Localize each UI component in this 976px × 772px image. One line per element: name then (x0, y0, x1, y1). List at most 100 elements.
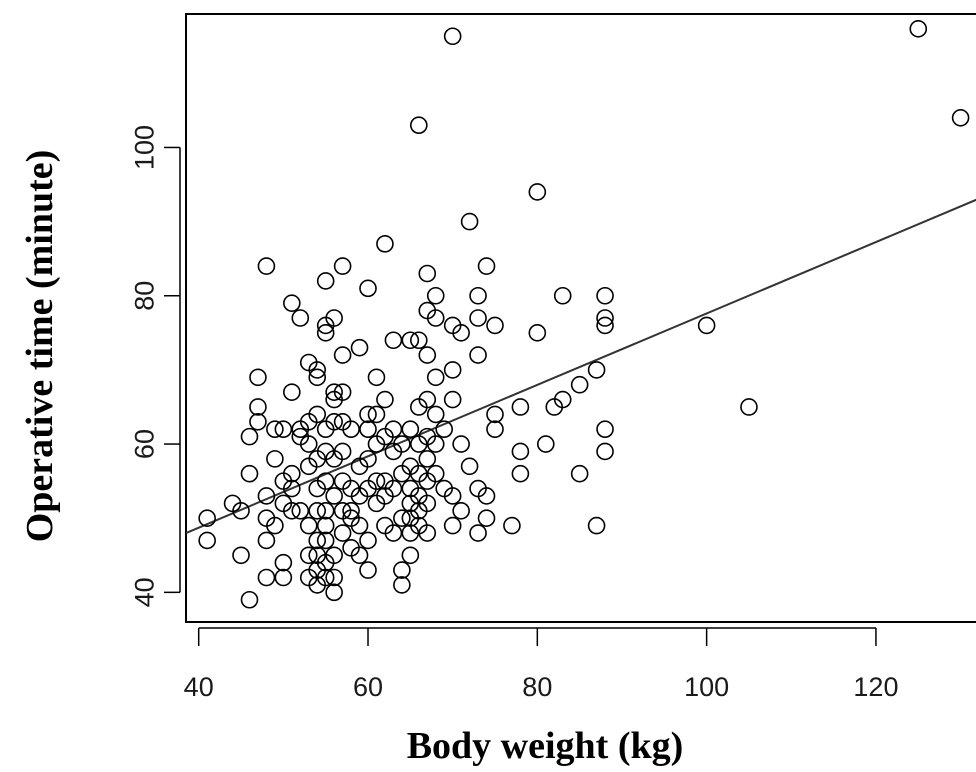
data-point (198, 531, 216, 550)
data-point (291, 309, 310, 327)
data-point (376, 235, 394, 253)
data-point (486, 316, 504, 335)
x-axis: 40 60 80 100 120 (184, 627, 898, 702)
data-point (299, 516, 318, 535)
data-point (283, 501, 301, 520)
data-point (257, 531, 276, 550)
data-point (452, 501, 470, 520)
data-point (553, 286, 572, 305)
data-point (376, 390, 394, 409)
data-point (426, 464, 445, 483)
data-point (393, 576, 411, 594)
data-point (359, 561, 377, 579)
data-point (596, 316, 614, 335)
data-point (274, 420, 293, 439)
y-tick-label: 100 (129, 125, 159, 170)
data-point (299, 546, 318, 565)
data-point (325, 568, 343, 587)
data-point (359, 405, 377, 424)
data-point (342, 501, 360, 520)
data-point (469, 286, 487, 305)
data-point (257, 257, 276, 275)
data-point (469, 309, 487, 327)
x-tick-label: 40 (184, 672, 214, 702)
data-point (249, 413, 267, 431)
data-point (452, 324, 470, 342)
data-point (426, 405, 445, 424)
data-point (426, 368, 445, 387)
data-point (528, 324, 547, 342)
data-point (266, 420, 284, 439)
data-point (452, 435, 470, 453)
data-point (240, 427, 259, 446)
data-point (316, 531, 335, 550)
data-point (333, 383, 352, 401)
data-point (426, 286, 445, 305)
data-point (325, 546, 343, 565)
data-point (553, 390, 572, 409)
data-point (316, 324, 335, 342)
data-point (325, 487, 343, 505)
data-point (257, 487, 276, 505)
data-point (909, 20, 928, 38)
data-point (587, 361, 606, 379)
data-point (384, 479, 403, 498)
trend-line (185, 198, 976, 534)
data-point (460, 212, 479, 231)
data-point (299, 435, 318, 453)
data-point (240, 590, 259, 609)
data-point (596, 309, 614, 327)
data-point (240, 464, 259, 483)
data-point (418, 264, 437, 283)
data-point (418, 450, 437, 468)
data-point (596, 286, 614, 305)
x-tick-label: 80 (522, 672, 552, 702)
y-tick-label: 40 (129, 577, 159, 607)
data-point (570, 375, 589, 394)
data-point (443, 516, 462, 535)
x-tick-label: 100 (684, 672, 729, 702)
data-point (393, 561, 411, 579)
data-point (384, 420, 403, 439)
data-point (325, 309, 343, 327)
data-point (316, 568, 335, 587)
data-point (266, 450, 284, 468)
data-point (249, 368, 267, 387)
data-point (443, 361, 462, 379)
data-point (283, 294, 301, 312)
data-point (477, 509, 496, 527)
data-point (596, 420, 614, 439)
data-point (316, 472, 335, 490)
data-point (333, 346, 352, 364)
data-point (350, 546, 369, 565)
data-point (283, 383, 301, 401)
data-point (359, 420, 377, 439)
data-point (477, 257, 496, 275)
data-point (308, 531, 327, 550)
data-point (477, 487, 496, 505)
data-point (316, 501, 335, 520)
data-point (384, 331, 403, 350)
data-point (333, 257, 352, 275)
data-point (257, 568, 276, 587)
data-point (443, 390, 462, 409)
data-point (384, 524, 403, 542)
data-point (198, 509, 216, 527)
data-point (350, 516, 369, 535)
data-point (511, 398, 530, 416)
data-point (951, 109, 970, 127)
data-point (511, 464, 530, 483)
data-point (393, 509, 411, 527)
data-point (410, 331, 428, 350)
data-point (528, 183, 547, 201)
data-point (308, 368, 327, 387)
data-point (401, 546, 420, 565)
data-point (697, 316, 716, 335)
data-point (587, 516, 606, 535)
data-point (325, 413, 343, 431)
data-point (460, 457, 479, 476)
data-point (418, 390, 437, 409)
data-point (249, 398, 267, 416)
data-point (536, 435, 555, 453)
data-point (393, 435, 411, 453)
